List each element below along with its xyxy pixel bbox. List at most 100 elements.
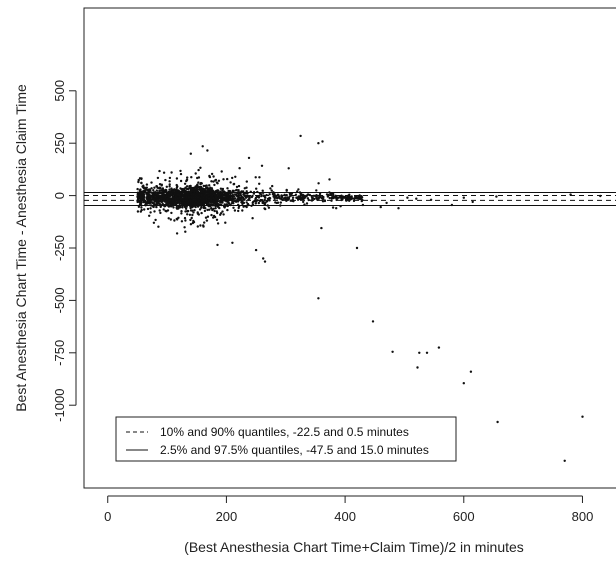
data-point bbox=[328, 191, 331, 194]
outlier-point bbox=[416, 366, 419, 369]
data-point bbox=[167, 195, 170, 198]
data-point bbox=[159, 205, 162, 209]
data-point bbox=[141, 185, 144, 188]
x-tick-label: 600 bbox=[453, 509, 475, 524]
data-point bbox=[169, 218, 172, 221]
data-point bbox=[264, 201, 267, 204]
data-point bbox=[297, 197, 300, 200]
data-point bbox=[237, 209, 240, 213]
data-point bbox=[199, 181, 203, 185]
data-point bbox=[216, 197, 219, 201]
data-point bbox=[213, 193, 216, 196]
data-point bbox=[164, 178, 167, 182]
data-point bbox=[211, 204, 214, 207]
data-point bbox=[261, 189, 264, 192]
data-point bbox=[228, 190, 231, 193]
data-point bbox=[205, 198, 208, 202]
data-point bbox=[335, 196, 338, 199]
data-point bbox=[179, 191, 182, 194]
data-point bbox=[216, 200, 220, 203]
data-point bbox=[174, 195, 178, 198]
data-point bbox=[152, 193, 155, 196]
data-point bbox=[305, 202, 309, 205]
data-point bbox=[156, 176, 160, 180]
data-point bbox=[338, 196, 341, 199]
data-point bbox=[136, 200, 139, 204]
data-point bbox=[171, 190, 175, 193]
data-point bbox=[297, 188, 300, 191]
outlier-point bbox=[563, 459, 566, 462]
data-point bbox=[194, 172, 197, 175]
data-point bbox=[226, 177, 229, 181]
legend-entry-quantiles-2.5-97.5: 2.5% and 97.5% quantiles, -47.5 and 15.0… bbox=[160, 443, 429, 457]
data-point bbox=[137, 178, 140, 182]
data-point bbox=[265, 193, 268, 197]
data-point bbox=[180, 210, 183, 213]
data-point bbox=[200, 193, 203, 197]
data-point bbox=[213, 215, 217, 219]
data-point bbox=[139, 201, 143, 205]
data-point bbox=[180, 197, 183, 200]
data-point bbox=[206, 186, 209, 189]
outlier-point bbox=[462, 196, 465, 199]
data-point bbox=[183, 187, 186, 190]
legend: 10% and 90% quantiles, -22.5 and 0.5 min… bbox=[115, 416, 457, 462]
outlier-point bbox=[450, 203, 454, 207]
data-point bbox=[291, 196, 295, 199]
data-point bbox=[212, 216, 215, 219]
outlier-point bbox=[262, 257, 265, 260]
data-point bbox=[318, 192, 322, 196]
data-point bbox=[210, 198, 213, 202]
data-point bbox=[164, 200, 167, 203]
outlier-point bbox=[462, 382, 465, 385]
data-point bbox=[221, 187, 225, 191]
data-point bbox=[218, 206, 221, 210]
data-point bbox=[165, 197, 169, 201]
outlier-point bbox=[370, 199, 373, 202]
data-point bbox=[210, 207, 213, 210]
data-point bbox=[198, 208, 202, 211]
data-point bbox=[234, 175, 237, 178]
legend-box bbox=[115, 416, 457, 462]
data-point bbox=[177, 200, 180, 203]
outlier-point bbox=[406, 196, 409, 199]
data-point bbox=[279, 204, 282, 207]
data-point bbox=[143, 195, 146, 199]
data-point bbox=[229, 181, 232, 184]
outlier-point bbox=[260, 164, 264, 167]
data-point bbox=[183, 216, 187, 220]
data-point bbox=[205, 184, 208, 187]
data-point bbox=[237, 203, 240, 206]
data-point bbox=[150, 181, 153, 184]
data-point bbox=[144, 188, 147, 192]
data-point bbox=[260, 194, 263, 198]
data-point bbox=[269, 187, 272, 190]
data-point bbox=[159, 200, 162, 203]
data-point bbox=[203, 205, 206, 208]
legend-entry-quantiles-10-90: 10% and 90% quantiles, -22.5 and 0.5 min… bbox=[160, 425, 409, 439]
data-point bbox=[311, 196, 314, 199]
data-point bbox=[279, 201, 282, 204]
outlier-point bbox=[599, 194, 602, 198]
data-point bbox=[341, 198, 344, 201]
data-point bbox=[224, 221, 227, 224]
data-point bbox=[176, 218, 179, 221]
data-point bbox=[168, 183, 171, 186]
data-point bbox=[330, 199, 333, 202]
data-point bbox=[349, 197, 353, 201]
data-point bbox=[206, 208, 209, 212]
y-axis: 500 250 0 -250 -500 -750 -1000 bbox=[52, 80, 77, 422]
data-point bbox=[173, 188, 176, 191]
data-point bbox=[233, 209, 237, 212]
data-point bbox=[190, 196, 193, 199]
data-point bbox=[174, 197, 177, 201]
data-point bbox=[176, 197, 180, 200]
data-point bbox=[167, 217, 170, 220]
data-point bbox=[155, 185, 159, 188]
data-point bbox=[159, 211, 162, 215]
outlier-point bbox=[569, 193, 572, 196]
data-point bbox=[217, 189, 220, 192]
x-tick-label: 200 bbox=[216, 509, 238, 524]
data-point bbox=[186, 176, 189, 179]
data-point bbox=[152, 205, 155, 208]
